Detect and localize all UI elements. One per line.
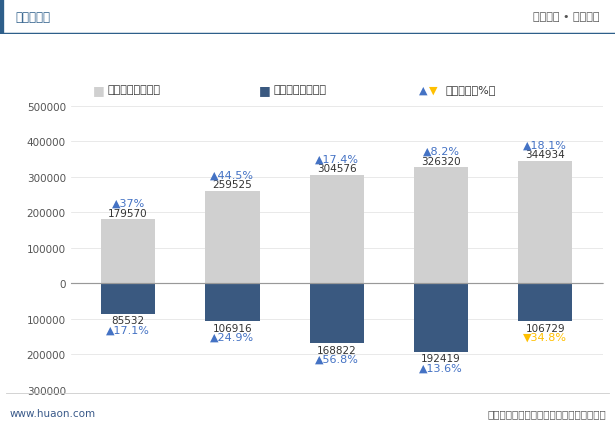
Text: 106916: 106916 [213,323,252,333]
Text: www.huaon.com: www.huaon.com [9,409,95,418]
Bar [309,176,364,284]
Text: 259525: 259525 [213,180,252,190]
Text: 数据来源：中国海关，华经产业研究院整理: 数据来源：中国海关，华经产业研究院整理 [487,409,606,418]
Text: 同比增长（%）: 同比增长（%） [446,85,496,95]
Text: ▲56.8%: ▲56.8% [315,354,359,364]
Text: 85532: 85532 [111,316,145,325]
Bar [101,284,155,314]
Text: 华经情报网: 华经情报网 [15,11,50,24]
Text: 进口额（万美元）: 进口额（万美元） [274,85,327,95]
Bar [309,284,364,343]
Text: ▼34.8%: ▼34.8% [523,332,567,342]
Bar [205,284,260,321]
Text: 192419: 192419 [421,354,461,363]
Text: 326320: 326320 [421,156,461,166]
Text: 2020-2024年11月宜宾市商品收发货人所在地进、出口额: 2020-2024年11月宜宾市商品收发货人所在地进、出口额 [145,47,470,65]
Text: 106729: 106729 [526,323,565,333]
Bar [518,284,573,321]
Text: ▲17.1%: ▲17.1% [106,325,150,334]
Text: ▲37%: ▲37% [111,199,145,209]
Bar [414,284,468,352]
Text: ▼: ▼ [429,85,438,95]
Bar [101,220,155,284]
Text: ■: ■ [259,83,271,97]
Text: 168822: 168822 [317,345,357,355]
Text: 344934: 344934 [525,150,565,160]
Text: ▲13.6%: ▲13.6% [419,363,463,372]
Text: ▲: ▲ [419,85,427,95]
Text: 出口额（万美元）: 出口额（万美元） [108,85,161,95]
Text: ▲24.9%: ▲24.9% [210,332,255,342]
Text: ■: ■ [93,83,105,97]
Text: ▲8.2%: ▲8.2% [423,147,459,157]
Text: ▲18.1%: ▲18.1% [523,140,567,150]
Text: ▲17.4%: ▲17.4% [315,154,359,164]
Text: 179570: 179570 [108,208,148,218]
Text: ▲44.5%: ▲44.5% [210,170,255,180]
Text: 304576: 304576 [317,164,357,174]
Bar [518,161,573,284]
Bar [205,192,260,284]
Bar [414,168,468,284]
Text: 专业严谨 • 客观科学: 专业严谨 • 客观科学 [533,12,600,23]
